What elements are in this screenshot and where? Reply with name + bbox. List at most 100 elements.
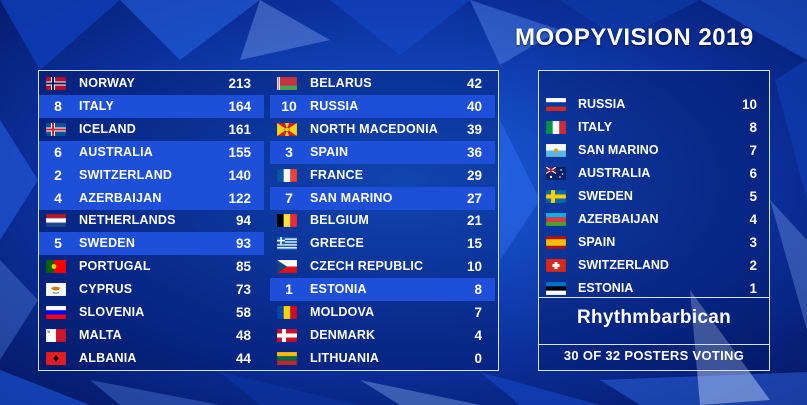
country-name: AZERBAIJAN bbox=[578, 212, 659, 226]
scoreboard-row: NORTH MACEDONIA 39 bbox=[270, 118, 495, 141]
country-name: SWITZERLAND bbox=[578, 258, 669, 272]
portugal-flag-icon bbox=[45, 259, 67, 274]
vote-row: SWITZERLAND 2 bbox=[539, 254, 769, 277]
total-score: 7 bbox=[474, 305, 482, 320]
awarded-points: 6 bbox=[54, 143, 62, 160]
awarded-points: 1 bbox=[285, 281, 293, 298]
vote-row: AUSTRALIA 6 bbox=[539, 162, 769, 185]
country-name: ITALY bbox=[79, 98, 115, 113]
total-score: 73 bbox=[235, 282, 251, 298]
scoreboard-row: BELARUS 42 bbox=[270, 72, 495, 95]
country-name: PORTUGAL bbox=[79, 259, 151, 274]
czech-republic-flag-icon bbox=[276, 259, 298, 274]
vote-points: 8 bbox=[749, 120, 757, 135]
albania-flag-icon bbox=[45, 351, 67, 366]
malta-flag-icon bbox=[45, 328, 67, 343]
country-name: CZECH REPUBLIC bbox=[310, 259, 424, 274]
divider bbox=[539, 344, 769, 345]
total-score: 93 bbox=[235, 236, 251, 252]
total-score: 44 bbox=[235, 350, 251, 366]
azerbaijan-flag-icon bbox=[545, 212, 567, 227]
country-name: LITHUANIA bbox=[310, 350, 380, 365]
vote-row: AZERBAIJAN 4 bbox=[539, 208, 769, 231]
total-score: 10 bbox=[466, 259, 482, 275]
country-name: AUSTRALIA bbox=[578, 166, 651, 180]
vote-points: 6 bbox=[749, 166, 757, 181]
country-name: BELGIUM bbox=[310, 213, 370, 228]
country-name: SPAIN bbox=[310, 144, 349, 159]
country-name: MOLDOVA bbox=[310, 305, 375, 319]
vote-points: 10 bbox=[741, 97, 757, 112]
total-score: 161 bbox=[228, 121, 251, 137]
country-name: SLOVENIA bbox=[79, 305, 145, 319]
total-score: 27 bbox=[466, 190, 482, 206]
vote-points: 1 bbox=[749, 281, 757, 296]
vote-row: SPAIN 3 bbox=[539, 231, 769, 254]
scoreboard-row: CYPRUS 73 bbox=[39, 278, 264, 301]
total-score: 164 bbox=[228, 98, 251, 114]
vote-row: ITALY 8 bbox=[539, 116, 769, 139]
scoreboard-row: LITHUANIA 0 bbox=[270, 347, 495, 370]
country-name: ESTONIA bbox=[578, 281, 634, 295]
estonia-flag-icon bbox=[545, 281, 567, 296]
scoreboard-row: MOLDOVA 7 bbox=[270, 301, 495, 324]
country-name: SWITZERLAND bbox=[79, 167, 173, 182]
country-name: RUSSIA bbox=[310, 98, 359, 113]
scoreboard-row: DENMARK 4 bbox=[270, 324, 495, 347]
country-name: NORWAY bbox=[79, 76, 136, 90]
country-name: DENMARK bbox=[310, 327, 376, 342]
north-macedonia-flag-icon bbox=[276, 122, 298, 137]
divider bbox=[539, 297, 769, 298]
scoreboard-row: 4 AZERBAIJAN 122 bbox=[39, 186, 264, 210]
vote-points: 2 bbox=[749, 258, 757, 273]
total-score: 48 bbox=[235, 327, 251, 343]
vote-row: RUSSIA 10 bbox=[539, 93, 769, 116]
scoreboard-row: SLOVENIA 58 bbox=[39, 301, 264, 324]
total-score: 40 bbox=[466, 98, 482, 114]
total-score: 85 bbox=[235, 259, 251, 275]
scoreboard-row: NETHERLANDS 94 bbox=[39, 209, 264, 232]
norway-flag-icon bbox=[45, 76, 67, 91]
country-name: SWEDEN bbox=[79, 236, 136, 251]
awarded-points: 8 bbox=[54, 97, 62, 114]
scoreboard-row: 10 RUSSIA 40 bbox=[270, 94, 495, 118]
total-score: 39 bbox=[466, 121, 482, 137]
country-name: GREECE bbox=[310, 236, 364, 251]
total-score: 21 bbox=[466, 213, 482, 229]
scoreboard-row: 8 ITALY 164 bbox=[39, 94, 264, 118]
country-name: NORTH MACEDONIA bbox=[310, 121, 438, 136]
country-name: SAN MARINO bbox=[578, 143, 659, 157]
total-score: 213 bbox=[228, 76, 251, 91]
country-name: BELARUS bbox=[310, 76, 372, 90]
country-name: ITALY bbox=[578, 120, 613, 134]
country-name: ICELAND bbox=[79, 121, 136, 136]
page-title: MOOPYVISION 2019 bbox=[515, 24, 754, 51]
vote-points: 3 bbox=[749, 235, 757, 250]
country-name: MALTA bbox=[79, 327, 122, 342]
netherlands-flag-icon bbox=[45, 214, 67, 228]
country-name: SPAIN bbox=[578, 235, 616, 249]
awarded-points: 5 bbox=[54, 235, 62, 252]
awarded-points: 2 bbox=[54, 166, 62, 183]
scoreboard-row: GREECE 15 bbox=[270, 232, 495, 255]
vote-points: 7 bbox=[749, 143, 757, 158]
country-name: FRANCE bbox=[310, 167, 364, 182]
australia-flag-icon bbox=[545, 166, 567, 181]
belgium-flag-icon bbox=[276, 214, 298, 228]
total-score: 0 bbox=[474, 350, 482, 366]
scoreboard-row: NORWAY 213 bbox=[39, 72, 264, 95]
italy-flag-icon bbox=[545, 120, 567, 135]
scoreboard-row: FRANCE 29 bbox=[270, 164, 495, 187]
sweden-flag-icon bbox=[545, 189, 567, 204]
iceland-flag-icon bbox=[45, 122, 67, 137]
scoreboard-row: 1 ESTONIA 8 bbox=[270, 278, 495, 302]
awarded-points: 4 bbox=[54, 189, 62, 206]
scoreboard-row: MALTA 48 bbox=[39, 324, 264, 347]
scoreboard-row: ICELAND 161 bbox=[39, 118, 264, 141]
scoreboard-row: PORTUGAL 85 bbox=[39, 255, 264, 278]
scoreboard-row: BELGIUM 21 bbox=[270, 209, 495, 232]
total-score: 155 bbox=[228, 144, 251, 160]
cyprus-flag-icon bbox=[45, 282, 67, 297]
scoreboard-row: ALBANIA 44 bbox=[39, 347, 264, 370]
country-name: SAN MARINO bbox=[310, 190, 393, 205]
